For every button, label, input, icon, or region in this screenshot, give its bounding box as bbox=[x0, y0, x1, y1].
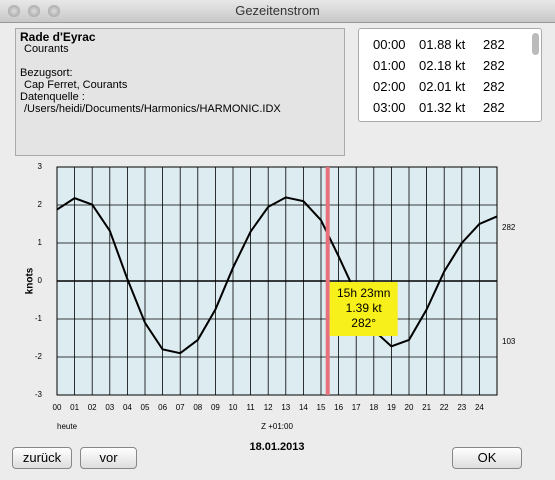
list-cell: 282 bbox=[483, 79, 505, 94]
x-tick-label: 12 bbox=[264, 403, 273, 412]
list-cell: 01.88 kt bbox=[419, 37, 466, 52]
ref-label: Bezugsort: bbox=[20, 67, 73, 79]
x-tick-label: 10 bbox=[229, 403, 238, 412]
y-tick-label: -3 bbox=[35, 390, 43, 399]
ok-button[interactable]: OK bbox=[452, 447, 522, 469]
forward-button[interactable]: vor bbox=[80, 447, 137, 469]
x-tick-label: 17 bbox=[352, 403, 361, 412]
x-tick-label: 13 bbox=[281, 403, 290, 412]
x-tick-label: 05 bbox=[141, 403, 150, 412]
x-tick-label: 18 bbox=[369, 403, 378, 412]
x-tick-label: 20 bbox=[405, 403, 414, 412]
list-cell: 282 bbox=[483, 100, 505, 115]
hour-list[interactable]: 00:00 01.88 kt 282 01:00 02.18 kt 282 02:00 02.… bbox=[358, 28, 542, 122]
tooltip-text: 15h 23mn bbox=[337, 286, 390, 300]
x-tick-label: 03 bbox=[105, 403, 114, 412]
title-bar: Gezeitenstrom bbox=[0, 0, 555, 23]
y-tick-label: 3 bbox=[38, 162, 43, 171]
source-label: Datenquelle : bbox=[20, 91, 85, 103]
x-tick-label: 16 bbox=[334, 403, 343, 412]
scrollbar[interactable] bbox=[532, 33, 539, 55]
tooltip bbox=[329, 282, 398, 336]
x-tick-label: 23 bbox=[457, 403, 466, 412]
y-tick-label: 2 bbox=[38, 200, 43, 209]
source-value: /Users/heidi/Documents/Harmonics/HARMONI… bbox=[24, 103, 281, 115]
list-cell: 01:00 bbox=[373, 58, 406, 73]
close-button[interactable] bbox=[8, 5, 20, 17]
x-tick-label: 15 bbox=[317, 403, 326, 412]
x-tick-label: 08 bbox=[193, 403, 202, 412]
x-tick-label: 00 bbox=[53, 403, 62, 412]
x-tick-label: 04 bbox=[123, 403, 132, 412]
x-tick-label: 02 bbox=[88, 403, 97, 412]
x-tick-label: 14 bbox=[299, 403, 308, 412]
date-label: 18.01.2013 bbox=[249, 441, 304, 453]
tooltip-text: 1.39 kt bbox=[346, 301, 383, 315]
list-cell: 282 bbox=[483, 58, 505, 73]
y-tick-label: 1 bbox=[38, 238, 43, 247]
day-label: heute bbox=[57, 422, 78, 431]
x-tick-label: 01 bbox=[70, 403, 79, 412]
x-tick-label: 24 bbox=[475, 403, 484, 412]
minimize-button[interactable] bbox=[28, 5, 40, 17]
x-tick-label: 09 bbox=[211, 403, 220, 412]
y-tick-label: -1 bbox=[35, 314, 43, 323]
x-tick-label: 22 bbox=[440, 403, 449, 412]
window-title: Gezeitenstrom bbox=[235, 3, 320, 18]
direction-label: 103 bbox=[502, 337, 516, 346]
list-cell: 02.01 kt bbox=[419, 79, 466, 94]
zoom-button[interactable] bbox=[48, 5, 60, 17]
y-axis-label: knots bbox=[25, 267, 36, 294]
station: Rade d'Eyrac bbox=[20, 30, 96, 44]
back-button[interactable]: zurück bbox=[12, 447, 72, 469]
list-cell: 282 bbox=[483, 37, 505, 52]
y-tick-label: 0 bbox=[38, 276, 43, 285]
y-tick-label: -2 bbox=[35, 352, 43, 361]
direction-label: 282 bbox=[502, 223, 516, 232]
kind: Courants bbox=[24, 43, 69, 55]
x-tick-label: 07 bbox=[176, 403, 185, 412]
tooltip-text: 282° bbox=[351, 316, 376, 330]
list-cell: 01.32 kt bbox=[419, 100, 466, 115]
x-tick-label: 19 bbox=[387, 403, 396, 412]
list-cell: 00:00 bbox=[373, 37, 406, 52]
x-tick-label: 21 bbox=[422, 403, 431, 412]
chart: 00 01 02 03 04 05 06 07 08 09 10 11 12 13 14 15 16 17 18 19… bbox=[25, 162, 516, 453]
info-panel: Rade d'Eyrac Courants Bezugsort: Cap Fer… bbox=[15, 28, 345, 156]
list-cell: 03:00 bbox=[373, 100, 406, 115]
x-tick-label: 11 bbox=[246, 403, 255, 412]
list-cell: 02:00 bbox=[373, 79, 406, 94]
tide-curve bbox=[56, 196, 498, 355]
list-cell: 02.18 kt bbox=[419, 58, 466, 73]
x-tick-label: 06 bbox=[158, 403, 167, 412]
ref-value: Cap Ferret, Courants bbox=[24, 79, 128, 91]
zone-label: Z +01:00 bbox=[261, 422, 293, 431]
